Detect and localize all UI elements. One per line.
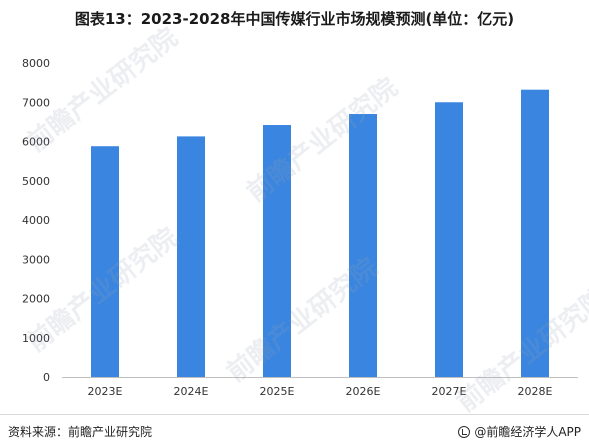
y-tick-label: 3000 bbox=[22, 253, 50, 266]
y-tick-label: 5000 bbox=[22, 175, 50, 188]
brand: @前瞻经济学人APP bbox=[458, 423, 581, 440]
y-tick-label: 1000 bbox=[22, 332, 50, 345]
bar-2026E bbox=[349, 114, 377, 378]
x-tick-label: 2023E bbox=[88, 385, 123, 398]
y-tick-label: 8000 bbox=[22, 57, 50, 70]
bar-2024E bbox=[177, 136, 205, 377]
x-tick-label: 2028E bbox=[518, 385, 553, 398]
y-tick-label: 7000 bbox=[22, 96, 50, 109]
x-tick-label: 2026E bbox=[346, 385, 381, 398]
brand-logo-icon bbox=[458, 425, 471, 438]
x-tick-label: 2024E bbox=[174, 385, 209, 398]
x-axis: 2023E 2024E 2025E 2026E 2027E 2028E bbox=[88, 385, 553, 398]
x-tick-label: 2027E bbox=[432, 385, 467, 398]
y-tick-label: 6000 bbox=[22, 136, 50, 149]
bars-group bbox=[91, 89, 549, 378]
bar-2028E bbox=[521, 89, 549, 377]
source-note: 资料来源：前瞻产业研究院 bbox=[8, 425, 153, 439]
brand-label: @前瞻经济学人APP bbox=[474, 425, 581, 439]
y-tick-label: 0 bbox=[43, 371, 50, 384]
chart-title: 图表13：2023-2028年中国传媒行业市场规模预测(单位：亿元) bbox=[74, 10, 515, 28]
footer: 资料来源：前瞻产业研究院 @前瞻经济学人APP bbox=[0, 414, 589, 448]
y-tick-label: 4000 bbox=[22, 214, 50, 227]
bar-2023E bbox=[91, 146, 119, 377]
y-tick-label: 2000 bbox=[22, 293, 50, 306]
y-axis: 0 1000 2000 3000 4000 5000 6000 7000 8000 bbox=[22, 57, 50, 384]
x-tick-label: 2025E bbox=[260, 385, 295, 398]
bar-2025E bbox=[263, 125, 291, 377]
bar-2027E bbox=[435, 102, 463, 377]
